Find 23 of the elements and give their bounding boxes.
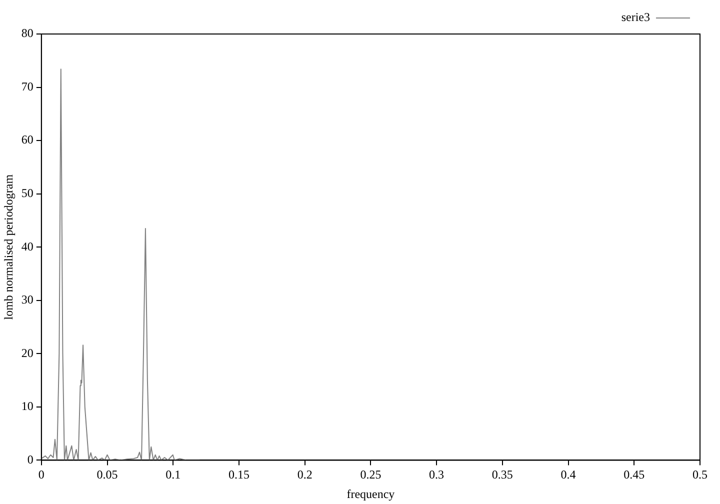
- y-tick-label: 50: [21, 186, 34, 200]
- x-tick-label: 0.45: [624, 468, 645, 482]
- y-tick-label: 0: [27, 452, 34, 466]
- x-tick-label: 0: [38, 468, 44, 482]
- y-tick-label: 60: [21, 132, 34, 147]
- legend-label: serie3: [621, 10, 650, 24]
- x-axis-title: frequency: [346, 486, 395, 501]
- x-tick-label: 0.1: [166, 468, 181, 482]
- y-tick-label: 40: [21, 239, 34, 254]
- y-tick-label: 30: [21, 292, 34, 307]
- x-tick-label: 0.4: [560, 468, 576, 482]
- x-tick-label: 0.2: [297, 468, 312, 482]
- x-tick-label: 0.5: [692, 468, 708, 482]
- x-tick-label: 0.25: [360, 468, 382, 482]
- y-tick-label: 10: [21, 399, 34, 414]
- y-axis-title: lomb normalised periodogram: [1, 174, 16, 320]
- y-tick-label: 70: [21, 79, 34, 94]
- x-tick-label: 0.15: [228, 468, 250, 482]
- x-tick-label: 0.3: [429, 468, 444, 482]
- y-tick-label: 80: [21, 26, 34, 40]
- x-tick-label: 0.05: [96, 468, 118, 482]
- y-tick-label: 20: [21, 346, 34, 360]
- x-tick-label: 0.35: [492, 468, 513, 482]
